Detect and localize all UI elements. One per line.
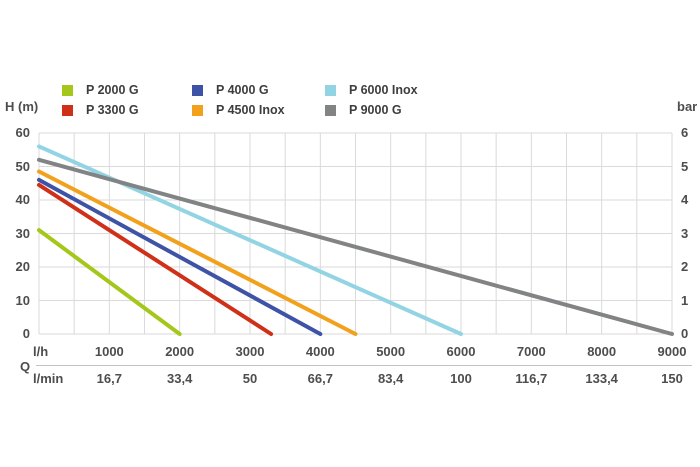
y-tick-left: 20 xyxy=(15,259,30,274)
legend-item-p-4500-inox: P 4500 Inox xyxy=(192,100,325,120)
y-tick-right: 5 xyxy=(681,158,689,174)
y-tick-left: 50 xyxy=(15,158,30,174)
y-tick-left: 30 xyxy=(15,225,30,241)
y-tick-right: 2 xyxy=(681,259,689,274)
legend-label: P 6000 Inox xyxy=(349,83,418,97)
y-tick-right: 3 xyxy=(681,225,689,241)
legend-label: P 4500 Inox xyxy=(216,103,285,117)
legend-swatch-icon xyxy=(62,104,73,116)
x-tick-lh: 5000 xyxy=(376,344,406,359)
legend-label: P 2000 G xyxy=(86,83,139,97)
x-tick-lmin: 116,7 xyxy=(515,371,548,386)
x-axis-unit-lh: l/h xyxy=(33,344,49,359)
x-tick-lmin: 66,7 xyxy=(307,371,333,386)
chart-legend: P 2000 G P 3300 G P 4000 G P 4500 Inox P 600… xyxy=(62,80,418,120)
y-tick-right: 1 xyxy=(681,292,689,308)
x-tick-lmin: 83,4 xyxy=(378,371,404,386)
legend-item-p-2000-g: P 2000 G xyxy=(62,80,192,100)
x-tick-lmin: 100 xyxy=(450,371,472,386)
y-tick-right: 4 xyxy=(681,192,689,207)
x-tick-lh: 8000 xyxy=(587,344,617,359)
x-tick-lh: 3000 xyxy=(235,344,265,359)
y-tick-left: 10 xyxy=(15,292,30,308)
x-tick-lh: 1000 xyxy=(94,344,124,359)
x-tick-lmin: 50 xyxy=(242,371,258,386)
y-tick-right: 6 xyxy=(681,125,689,140)
y-axis-right-title: bar xyxy=(677,99,698,114)
x-tick-lmin: 33,4 xyxy=(167,371,193,386)
y-tick-left: 40 xyxy=(15,192,30,207)
series-line-p-4000-g xyxy=(37,177,323,336)
legend-item-p-9000-g: P 9000 G xyxy=(325,100,418,120)
flow-axis-label: Q xyxy=(20,359,31,374)
legend-swatch-icon xyxy=(192,104,203,116)
y-tick-right: 0 xyxy=(681,326,689,341)
series-line-p-4500-inox xyxy=(37,169,358,336)
legend-swatch-icon xyxy=(325,84,336,96)
legend-swatch-icon xyxy=(192,84,203,96)
y-tick-left: 0 xyxy=(22,326,30,341)
axis-row-separator xyxy=(36,365,692,366)
legend-label: P 4000 G xyxy=(216,83,269,97)
legend-label: P 3300 G xyxy=(86,103,139,117)
y-axis-left-title: H (m) xyxy=(5,99,39,114)
legend-swatch-icon xyxy=(325,104,336,116)
x-tick-lh: 7000 xyxy=(516,344,546,359)
series-line-p-3300-g xyxy=(37,182,274,336)
legend-item-p-6000-inox: P 6000 Inox xyxy=(325,80,418,100)
series-line-p-9000-g xyxy=(37,157,674,336)
x-tick-lmin: 133,4 xyxy=(585,371,618,386)
x-axis-unit-lmin: l/min xyxy=(33,371,64,386)
x-tick-lmin: 150 xyxy=(661,371,683,386)
x-tick-lh: 6000 xyxy=(446,344,476,359)
x-tick-lh: 2000 xyxy=(165,344,195,359)
legend-item-p-3300-g: P 3300 G xyxy=(62,100,192,120)
x-tick-lmin: 16,7 xyxy=(96,371,122,386)
x-tick-lh: 9000 xyxy=(657,344,687,359)
series-line-p-2000-g xyxy=(37,228,182,336)
legend-item-p-4000-g: P 4000 G xyxy=(192,80,325,100)
legend-label: P 9000 G xyxy=(349,103,402,117)
legend-swatch-icon xyxy=(62,84,73,96)
y-tick-left: 60 xyxy=(15,125,30,140)
x-tick-lh: 4000 xyxy=(305,344,335,359)
